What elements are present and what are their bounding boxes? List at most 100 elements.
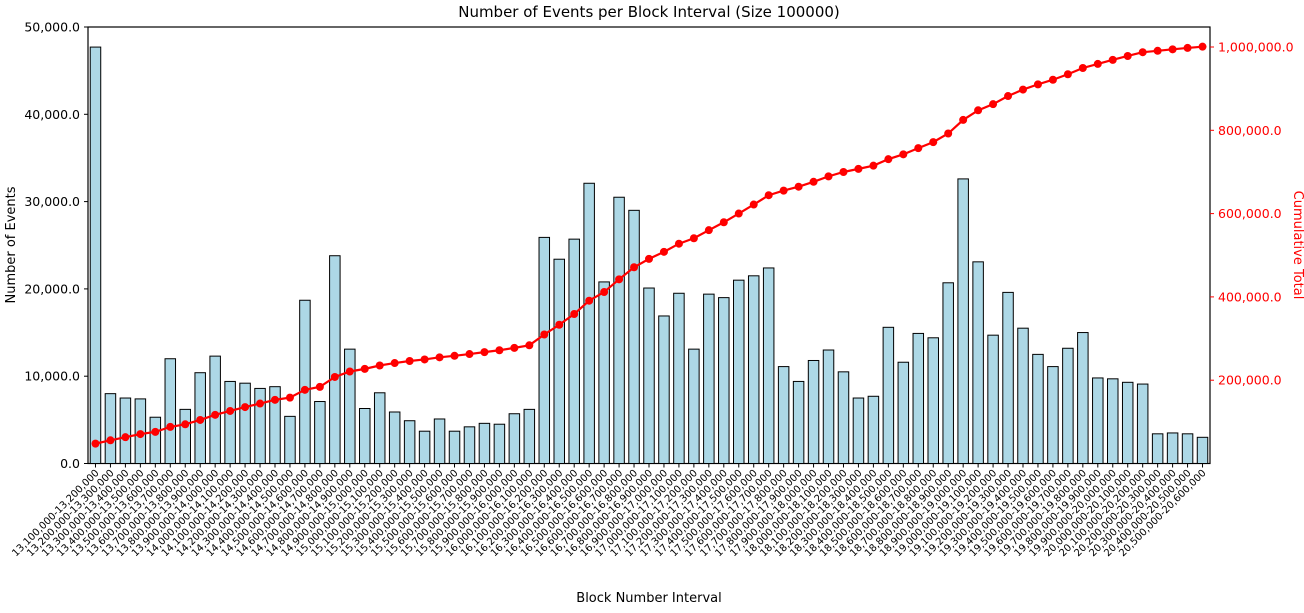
cumulative-point	[256, 399, 265, 408]
bar	[792, 380, 805, 464]
cumulative-point	[989, 100, 998, 109]
cumulative-point	[360, 364, 369, 373]
cumulative-point	[480, 348, 489, 357]
bar	[448, 430, 461, 465]
cumulative-point	[914, 144, 923, 153]
right-y-tick-label: 200,000.0	[1218, 373, 1282, 388]
cumulative-point	[585, 296, 594, 305]
bar	[777, 366, 790, 464]
cumulative-point	[196, 415, 205, 424]
bar	[703, 293, 715, 464]
bar	[1107, 378, 1119, 464]
bar	[508, 413, 521, 465]
bar	[747, 275, 760, 464]
cumulative-point	[854, 164, 863, 173]
cumulative-point	[226, 406, 235, 415]
cumulative-point	[540, 330, 549, 339]
cumulative-point	[704, 226, 713, 235]
cumulative-point	[839, 167, 848, 176]
bar	[89, 46, 102, 464]
left-y-tick-label: 10,000.0	[24, 369, 80, 384]
cumulative-point	[944, 129, 953, 138]
cumulative-point	[405, 356, 414, 365]
cumulative-point	[1033, 80, 1042, 89]
bar	[643, 287, 655, 465]
cumulative-point	[555, 320, 564, 329]
cumulative-point	[645, 254, 653, 263]
bar	[912, 332, 925, 464]
plot-area: 0.0 10,000.0 20,000.0 30,000.0 40,000.0 50,00…	[10, 20, 1293, 560]
cumulative-point	[375, 361, 384, 370]
cumulative-point	[1019, 85, 1027, 94]
cumulative-point	[734, 209, 743, 218]
bar	[1002, 291, 1014, 464]
cumulative-point	[1093, 59, 1102, 68]
bar	[538, 236, 551, 464]
bar	[688, 348, 700, 464]
bar	[433, 418, 446, 464]
bar	[1196, 436, 1209, 464]
bar	[493, 423, 506, 464]
cumulative-point	[884, 155, 893, 164]
bar	[523, 408, 536, 464]
bar	[359, 408, 371, 465]
bar	[897, 361, 910, 464]
bar	[837, 371, 850, 464]
cumulative-point	[241, 403, 250, 412]
cumulative-point	[271, 395, 279, 404]
cumulative-point	[570, 310, 579, 319]
cumulative-point	[764, 191, 773, 200]
bar	[762, 267, 775, 464]
cumulative-point	[959, 115, 968, 124]
cumulative-point	[1153, 46, 1162, 55]
bar	[119, 397, 132, 464]
bar	[957, 178, 969, 464]
bar	[224, 380, 236, 464]
bar	[718, 297, 730, 464]
bar	[1181, 433, 1194, 464]
bar	[1047, 366, 1059, 464]
cumulative-point	[1004, 92, 1013, 101]
cumulative-point	[495, 346, 504, 355]
bar	[164, 358, 177, 464]
cumulative-point	[674, 239, 683, 248]
cumulative-point	[345, 367, 354, 376]
bar	[149, 416, 162, 464]
chart-title: Number of Events per Block Interval (Siz…	[458, 3, 840, 21]
bar	[104, 393, 117, 464]
cumulative-point	[285, 393, 294, 402]
cumulative-point	[615, 275, 624, 284]
cumulative-point	[974, 106, 983, 115]
bar	[179, 408, 191, 464]
bar	[807, 359, 820, 464]
cumulative-point	[929, 138, 938, 147]
bar	[598, 281, 610, 464]
cumulative-point	[1198, 42, 1207, 51]
cumulative-point	[465, 350, 474, 359]
bar	[553, 258, 565, 464]
bar	[1136, 383, 1149, 465]
right-y-tick-label: 1,000,000.0	[1218, 40, 1294, 55]
cumulative-point	[869, 161, 878, 170]
cumulative-point	[136, 430, 145, 439]
cumulative-point	[899, 150, 908, 159]
cumulative-point	[151, 427, 160, 436]
bar	[1121, 381, 1134, 465]
bar	[673, 292, 685, 465]
cumulative-point	[630, 263, 639, 272]
cumulative-point	[659, 247, 668, 256]
cumulative-point	[450, 351, 459, 360]
cumulative-point	[824, 172, 833, 181]
bar	[658, 315, 670, 465]
bar	[1166, 432, 1179, 465]
bar	[314, 401, 326, 464]
bar	[972, 261, 984, 464]
cumulative-point	[435, 353, 444, 362]
cumulative-point	[1048, 75, 1057, 84]
bar	[403, 420, 416, 464]
bar	[942, 282, 954, 464]
cumulative-point	[330, 372, 339, 381]
bar	[388, 411, 401, 465]
bar	[733, 279, 745, 465]
bar	[1151, 433, 1164, 464]
